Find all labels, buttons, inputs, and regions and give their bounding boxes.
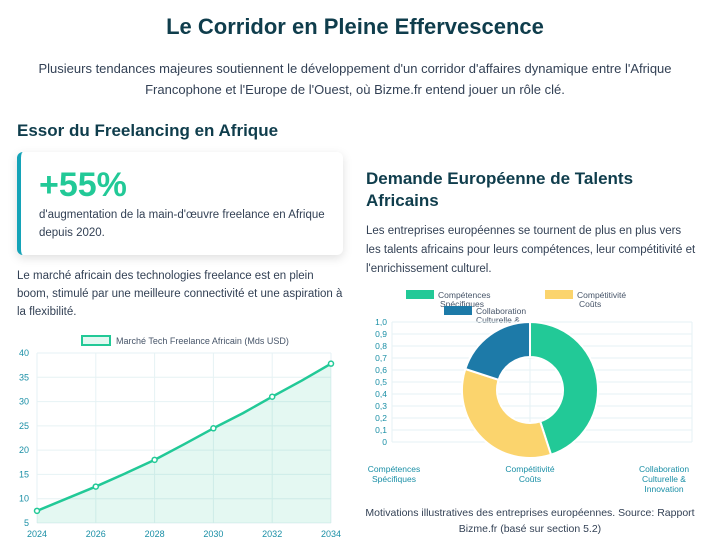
data-point [151,456,158,464]
x-tick-label: 2028 [145,529,165,539]
page-title: Le Corridor en Pleine Effervescence [166,14,544,39]
series-area [37,363,331,523]
y-tick-label: 10 [19,494,29,504]
doughnut-slice [464,320,531,382]
x-tick-label: 2030 [203,529,223,539]
doughnut-slice [529,320,599,456]
legend-label-cont: Spécifiques [440,299,484,309]
legend-label: Marché Tech Freelance Africain (Mds USD) [116,336,289,346]
y-tick-label: 0,5 [375,377,387,387]
x-category-label: Spécifiques [372,474,416,484]
legend-swatch [444,306,472,315]
legend-label-cont: Coûts [579,299,601,309]
y-tick-label: 1,0 [375,317,387,327]
x-tick-label: 2034 [321,529,341,539]
x-tick-label: 2024 [27,529,47,539]
y-tick-label: 0,1 [375,425,387,435]
stat-value: +55% [39,166,127,204]
stat-card: +55% d'augmentation de la main-d'œuvre f… [17,152,343,255]
freelancing-heading: Essor du Freelancing en Afrique [17,121,279,140]
motivations-doughnut-chart: CompétencesSpécifiquesCompétitivitéCoûts… [368,290,693,494]
legend-swatch [406,290,434,299]
x-tick-label: 2026 [86,529,106,539]
y-tick-label: 15 [19,469,29,479]
y-tick-label: 0,8 [375,341,387,351]
y-tick-label: 0,2 [375,413,387,423]
freelance-market-chart: Marché Tech Freelance Africain (Mds USD)… [19,335,341,539]
y-tick-label: 0,7 [375,353,387,363]
x-category-label: Collaboration [639,464,689,474]
y-tick-label: 40 [19,348,29,358]
chart-caption: Motivations illustratives des entreprise… [365,507,695,535]
y-tick-label: 30 [19,397,29,407]
legend-label: Compétitivité [577,290,626,300]
y-tick-label: 0,4 [375,389,387,399]
x-category-label: Coûts [519,474,541,484]
data-point [210,425,217,432]
y-tick-label: 20 [19,445,29,455]
y-tick-label: 0,9 [375,329,387,339]
series-line [36,362,332,513]
stat-description: d'augmentation de la main-d'œuvre freela… [39,209,325,239]
legend-label-cont: Culturelle & [476,315,520,325]
x-category-label: Culturelle & [642,474,686,484]
y-tick-label: 25 [19,421,29,431]
data-point [268,393,276,400]
data-point [33,507,41,515]
y-tick-label: 0 [382,437,387,447]
y-tick-label: 5 [24,518,29,528]
demand-heading: Demande Européenne de Talents Africains [366,169,634,210]
legend-swatch [545,290,573,299]
doughnut-slice [461,367,553,459]
legend-label: Compétences [438,290,490,300]
x-category-label: Innovation [644,484,683,494]
data-point [327,360,335,367]
y-tick-label: 0,3 [375,401,387,411]
x-tick-label: 2032 [262,529,282,539]
intro-text: Plusieurs tendances majeures soutiennent… [38,61,672,97]
y-tick-label: 35 [19,372,29,382]
legend-label: Collaboration [476,306,526,316]
x-category-label: Compétences [368,464,420,474]
legend-swatch [81,335,111,346]
y-tick-label: 0,6 [375,365,387,375]
freelancing-paragraph: Le marché africain des technologies free… [17,270,343,318]
x-category-label: Compétitivité [505,464,554,474]
data-point [92,483,100,490]
demand-paragraph: Les entreprises européennes se tournent … [366,225,696,275]
